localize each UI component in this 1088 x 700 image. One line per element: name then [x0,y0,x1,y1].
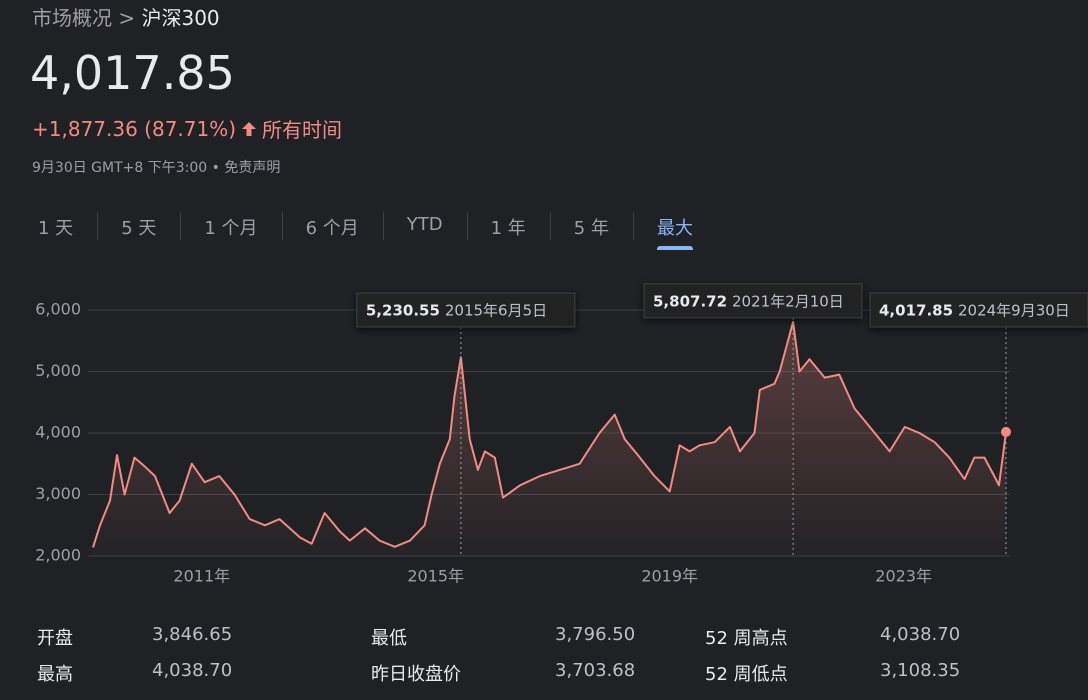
stat-value: 3,846.65 [152,624,233,645]
range-tab[interactable]: 1 天 [38,218,74,239]
stat-value: 4,038.70 [152,660,233,681]
stat-value: 4,038.70 [880,624,961,645]
stat-value: 3,796.50 [555,624,636,645]
x-tick-label: 2015年 [407,567,464,586]
stat-label: 52 周低点 [705,664,788,685]
tooltip-box [643,283,863,319]
tooltip-value: 5,230.55 [366,302,440,320]
range-tab[interactable]: YTD [382,206,467,250]
annotation-tooltip: 5,807.72 2021年2月10日 [643,283,863,319]
stat-label: 开盘 [37,628,73,649]
x-tick-label: 2019年 [641,567,698,586]
stat-value: 3,108.35 [880,660,961,681]
price-line [92,320,1007,548]
tooltip-date: 2024年9月30日 [958,302,1070,320]
breadcrumb-current: 沪深300 [141,6,220,30]
up-arrow-icon [242,121,257,136]
tooltip-date: 2021年2月10日 [732,292,844,310]
stat-label: 52 周高点 [705,628,788,649]
change-value: +1,877.36 (87.71%) [32,116,237,141]
timestamp: 9月30日 GMT+8 下午3:00 • 免责声明 [32,160,281,176]
stat-label: 昨日收盘价 [371,664,461,685]
y-tick-label: 5,000 [35,361,81,380]
range-tab[interactable]: 最大 [632,206,717,250]
x-tick-label: 2023年 [875,567,932,586]
y-tick-label: 2,000 [35,546,81,565]
range-tab[interactable]: 5 天 [97,206,180,250]
chart: 2,000 3,000 4,000 5,000 6,000 2011年 2015年 2019年… [35,283,1088,586]
range-tab[interactable]: 6 个月 [281,206,383,250]
stat-value: 3,703.68 [555,660,636,681]
tooltip-box [356,292,576,328]
price: 4,017.85 [30,46,235,100]
breadcrumb: 市场概况 > 沪深300 [32,2,220,31]
annotation-tooltip: 4,017.85 2024年9月30日 [869,292,1088,328]
breadcrumb-separator: > [118,6,136,30]
range-tab[interactable]: 1 年 [466,206,550,250]
tooltip-date: 2015年6月5日 [445,302,547,320]
area-fill [93,321,1006,556]
range-tab[interactable]: 5 年 [549,206,633,250]
range-tab[interactable]: 1 个月 [180,206,281,250]
price-change: +1,877.36 (87.71%) 所有时间 [32,114,342,143]
stat-label: 最低 [371,628,407,649]
stat-label: 最高 [37,664,73,685]
y-tick-label: 3,000 [35,484,81,503]
y-tick-label: 4,000 [35,423,81,442]
last-point [1001,426,1011,437]
x-tick-label: 2011年 [173,567,230,586]
tooltip-box [869,292,1088,328]
tooltip-value: 5,807.72 [653,292,727,310]
tooltip-value: 4,017.85 [879,302,953,320]
y-tick-label: 6,000 [35,300,81,319]
stats-table: 开盘 3,846.65 最低 3,796.50 52 周高点 4,038.70 最高 4,03… [0,618,1088,698]
breadcrumb-link[interactable]: 市场概况 [32,6,112,30]
change-period: 所有时间 [262,118,343,142]
annotation-tooltip: 5,230.55 2015年6月5日 [356,292,576,328]
